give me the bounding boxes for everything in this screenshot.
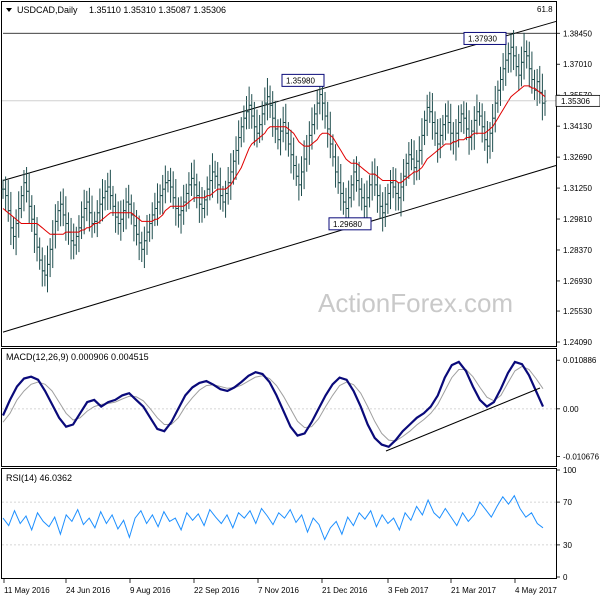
last-price-marker: 1.35306 bbox=[555, 94, 600, 107]
x-tick-label: 3 Feb 2017 bbox=[388, 586, 429, 595]
price-annotation-label: 1.35980 bbox=[286, 76, 315, 85]
price-annotation-label: 1.37930 bbox=[468, 34, 497, 43]
price-tick-label: 1.38450 bbox=[563, 29, 592, 38]
rsi-tick-label: 70 bbox=[563, 498, 572, 507]
macd-panel-frame bbox=[1, 348, 557, 467]
rsi-panel-frame bbox=[1, 468, 557, 579]
macd-tick-label: 0.00 bbox=[563, 405, 579, 414]
x-tick-label: 11 May 2016 bbox=[4, 586, 50, 595]
x-tick-label: 7 Nov 2016 bbox=[258, 586, 299, 595]
price-tick-label: 1.25530 bbox=[563, 307, 592, 316]
x-tick-label: 9 Aug 2016 bbox=[130, 586, 171, 595]
macd-main-line bbox=[1, 360, 545, 449]
rsi-title: RSI(14) 46.0362 bbox=[6, 473, 72, 483]
rsi-tick-label: 100 bbox=[563, 466, 577, 475]
macd-tick-label: -0.010676 bbox=[563, 453, 600, 462]
rsi-line bbox=[2, 494, 544, 541]
price-panel-frame bbox=[1, 1, 557, 347]
x-tick-label: 21 Mar 2017 bbox=[451, 586, 496, 595]
price-annotation-box bbox=[281, 73, 325, 87]
x-tick-label: 4 May 2017 bbox=[515, 586, 557, 595]
x-tick-label: 21 Dec 2016 bbox=[322, 586, 368, 595]
x-axis: 11 May 2016 24 Jun 2016 9 Aug 2016 22 Sep 2… bbox=[3, 579, 557, 595]
macd-tick-label: 0.010886 bbox=[563, 356, 597, 365]
macd-title: MACD(12,26,9) 0.000906 0.004515 bbox=[6, 352, 149, 362]
watermark-logo: ActionForex.com bbox=[318, 288, 513, 318]
macd-panel: 0.010886 0.00 -0.010676 MACD(12,26,9) 0.00… bbox=[1, 352, 600, 462]
dropdown-triangle-icon bbox=[6, 8, 12, 12]
price-annotation-label: 1.29680 bbox=[333, 220, 362, 229]
price-tick-label: 1.34130 bbox=[563, 122, 592, 131]
rsi-tick-label: 0 bbox=[563, 573, 568, 582]
price-tick-label: 1.29810 bbox=[563, 215, 592, 224]
channel-lower-line bbox=[2, 165, 557, 333]
price-tick-label: 1.28370 bbox=[563, 246, 592, 255]
macd-trendline bbox=[385, 387, 541, 452]
x-tick-label: 22 Sep 2016 bbox=[194, 586, 240, 595]
price-annotation-box bbox=[463, 31, 507, 45]
price-annotation-box bbox=[328, 217, 372, 231]
rsi-tick-label: 30 bbox=[563, 541, 572, 550]
price-tick-label: 1.37010 bbox=[563, 60, 592, 69]
symbol-title: USDCAD,Daily bbox=[17, 5, 78, 15]
last-price-label: 1.35306 bbox=[561, 97, 590, 106]
price-tick-label: 1.31250 bbox=[563, 184, 592, 193]
price-tick-label: 1.32690 bbox=[563, 153, 592, 162]
ohlc-values: 1.35110 1.35310 1.35087 1.35306 bbox=[89, 5, 226, 15]
macd-signal-line bbox=[2, 365, 544, 442]
price-tick-label: 1.24090 bbox=[563, 338, 592, 347]
price-header: USDCAD,Daily 1.35110 1.35310 1.35087 1.3… bbox=[6, 5, 226, 15]
x-tick-label: 24 Jun 2016 bbox=[66, 586, 111, 595]
rsi-panel: 100 70 30 0 RSI(14) 46.0362 bbox=[2, 466, 577, 582]
moving-average-line bbox=[2, 85, 546, 235]
price-tick-label: 1.26930 bbox=[563, 277, 592, 286]
fib-label: 61.8 bbox=[537, 5, 553, 14]
price-panel: 1.35980 1.29680 1.37930 1.38450 1.37010 1.35… bbox=[1, 5, 600, 347]
